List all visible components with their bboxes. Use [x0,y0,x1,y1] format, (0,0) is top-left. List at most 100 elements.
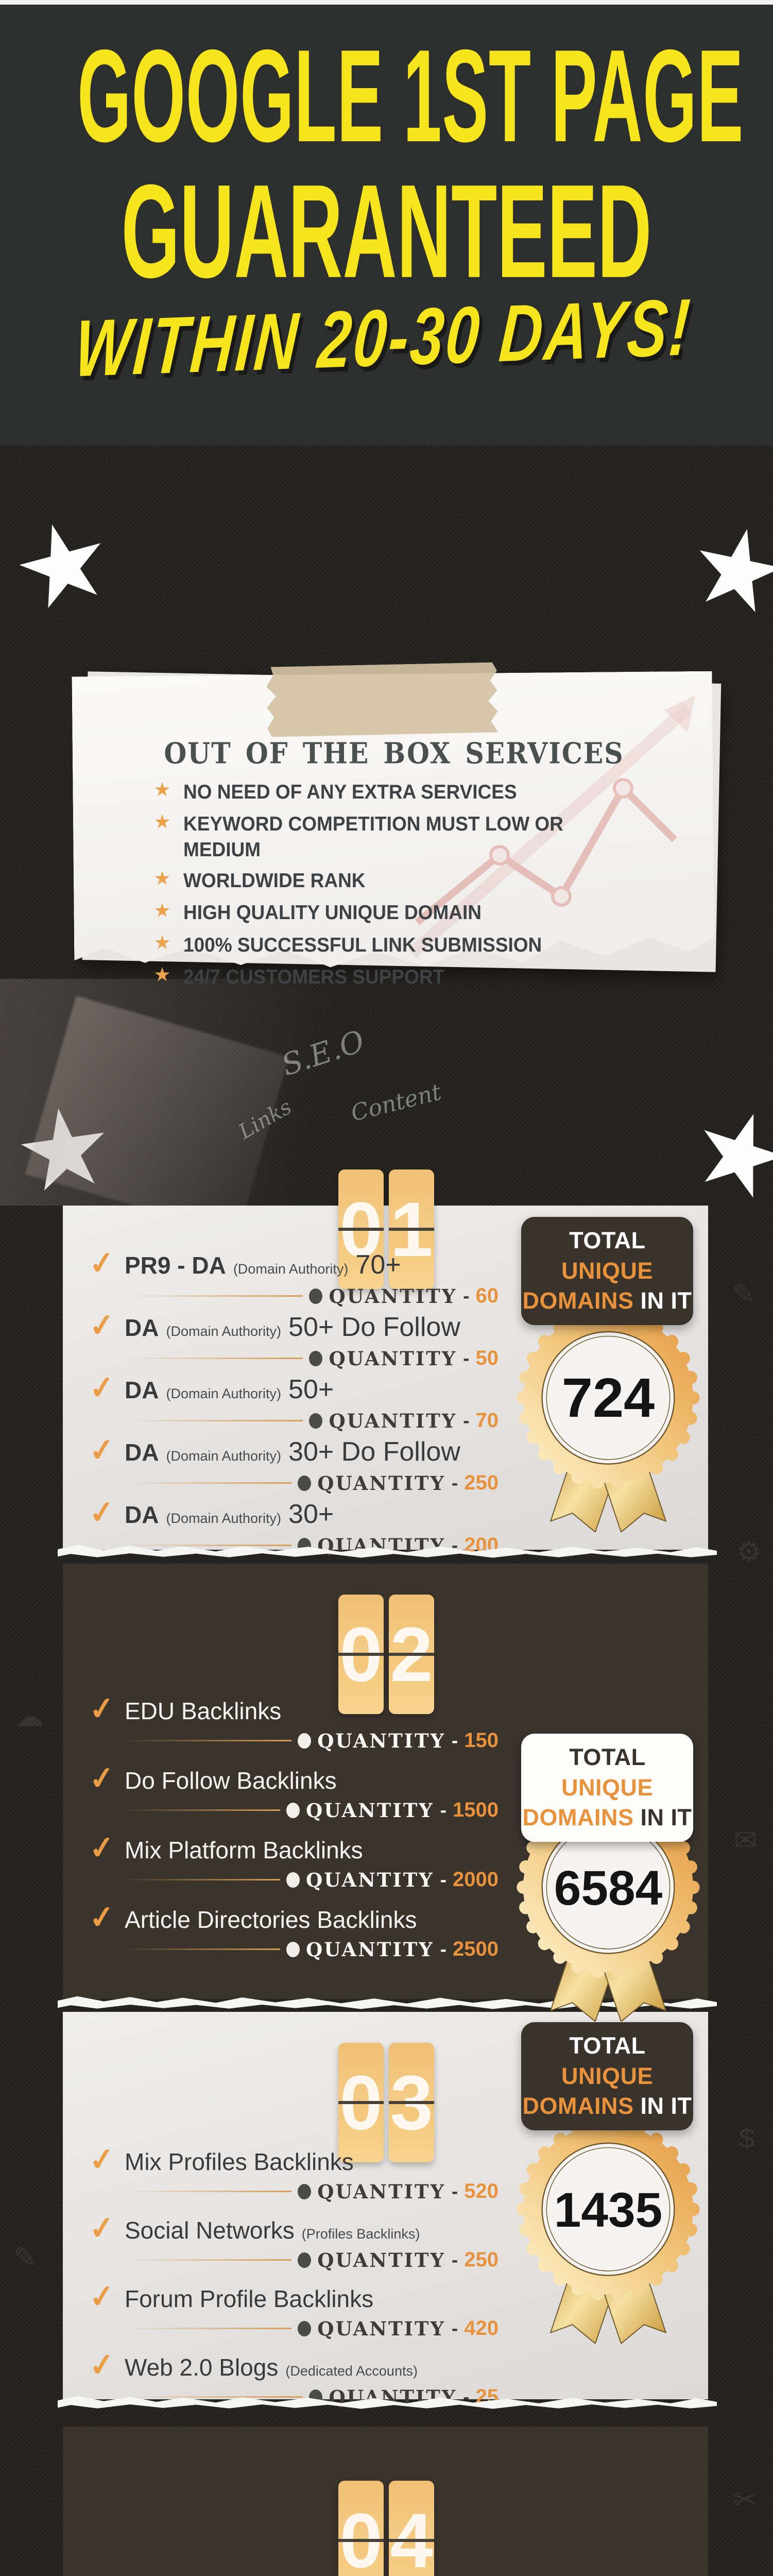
flip-counter-digit: 3 [389,2043,434,2162]
quantity-line [123,1295,303,1297]
bullet-dot-icon [309,1350,323,1366]
service-item-list: ✓ PR9 - DA (Domain Authority) 70+ QUANTITY -… [87,1244,540,1557]
doodle-icon: ✎ [13,2242,37,2273]
doodle-icon: $ [739,2123,755,2154]
bullet-dot-icon [298,2183,312,2199]
check-icon: ✓ [87,1431,117,1469]
flip-counter-digit: 0 [338,1595,384,1714]
service-item: ✓ DA (Domain Authority) 30+ Do Follow QUANT… [87,1431,540,1495]
section-01-card: 0 1 ✓ PR9 - DA (Domain Authority) 70+ QUANT… [63,1170,708,1557]
tape-icon [266,662,499,737]
total-domains-box: TOTAL UNIQUE DOMAINS IN IT [521,2022,693,2130]
star-bullet-icon [154,935,170,950]
bullet-dot-icon [298,2252,312,2268]
service-item: ✓ DA (Domain Authority) 50+ QUANTITY -70 [87,1369,540,1432]
note-title: OUT OF THE BOX SERVICES [164,736,624,771]
flip-counter-02: 0 2 [338,1595,434,1714]
check-icon: ✓ [87,1759,117,1797]
quantity-line [123,1809,280,1811]
check-icon: ✓ [87,1899,117,1936]
flip-counter-04: 0 4 [338,2481,434,2576]
service-item-list: ✓ Mix Profiles Backlinks QUANTITY -520 ✓ So… [87,2141,540,2409]
note-item: KEYWORD COMPETITION MUST LOW OR MEDIUM [154,811,675,861]
note-item: 24/7 CUSTOMERS SUPPORT [154,964,675,988]
flip-counter-digit: 0 [338,2481,384,2576]
star-bullet-icon [154,871,170,885]
doodle-icon: ⚙ [736,1536,762,1567]
service-item-list: ✓ EDU Backlinks QUANTITY -150 ✓ Do Follow B… [87,1690,540,1961]
note-item: WORLDWIDE RANK [154,868,675,892]
flip-counter-digit: 1 [389,1170,434,1289]
note-item-list: NO NEED OF ANY EXTRA SERVICES KEYWORD CO… [154,779,675,989]
headline-line1: GOOGLE 1ST PAGE [77,22,744,170]
flip-counter-digit: 0 [338,2043,384,2162]
quantity-line [123,2259,292,2261]
service-item: ✓ Mix Platform Backlinks QUANTITY -2000 [87,1829,540,1891]
quantity-line [123,1740,292,1741]
bullet-dot-icon [286,1802,300,1818]
check-icon: ✓ [87,2141,117,2178]
doodle-icon: ✂ [733,2484,757,2515]
service-item: ✓ PR9 - DA (Domain Authority) 70+ QUANTITY -… [87,1244,540,1308]
note-item: HIGH QUALITY UNIQUE DOMAIN [154,900,675,924]
bullet-dot-icon [298,1475,312,1491]
headline-line2: GUARANTEED [121,157,652,306]
photo-overlay [0,979,484,1206]
quantity-line [123,2328,292,2329]
header-banner [0,5,773,446]
check-icon: ✓ [87,2278,117,2315]
quantity-line [123,1482,292,1484]
check-icon: ✓ [87,2209,117,2247]
bullet-dot-icon [286,1872,300,1888]
total-domains-number: 724 [562,1366,655,1429]
check-icon: ✓ [87,1494,117,1531]
bullet-dot-icon [298,2320,312,2336]
section-04-card: 0 4 ✓Wiki Backlinks(Mix Profiles & Artic… [63,2427,708,2576]
check-icon: ✓ [87,1369,117,1406]
total-domains-box: TOTAL UNIQUE DOMAINS IN IT [521,1734,693,1842]
service-item: ✓ Social Networks (Profiles Backlinks) QUA… [87,2209,540,2272]
total-domains-number: 6584 [554,1861,663,1916]
trend-chart-watermark [408,696,695,958]
quantity-line [123,1879,280,1880]
flip-counter-digit: 0 [338,1170,384,1289]
service-item: ✓ Mix Profiles Backlinks QUANTITY -520 [87,2141,540,2203]
quantity-line [123,2191,292,2192]
service-item: ✓ Do Follow Backlinks QUANTITY -1500 [87,1759,540,1822]
flip-counter-digit: 2 [389,1595,434,1714]
total-domains-box: TOTAL UNIQUE DOMAINS IN IT [521,1217,693,1325]
flip-counter-03: 0 3 [338,2043,434,2162]
top-border [0,0,773,5]
doodle-icon: ✉ [734,1825,758,1856]
quantity-line [123,1358,303,1359]
quantity-line [123,1948,280,1950]
check-icon: ✓ [87,1307,117,1344]
star-bullet-icon [154,903,170,917]
rosette-badge: 6584 [517,1795,700,2022]
service-item: ✓ Article Directories Backlinks QUANTITY -… [87,1899,540,1961]
check-icon: ✓ [87,1244,117,1282]
check-icon: ✓ [87,1690,117,1727]
bullet-dot-icon [309,1413,323,1429]
service-item: ✓ EDU Backlinks QUANTITY -150 [87,1690,540,1752]
flip-counter-01: 0 1 [338,1170,434,1289]
flip-counter-digit: 4 [389,2481,434,2576]
doodle-icon: ☁ [15,1701,43,1732]
rosette-badge: 1435 [517,2117,700,2344]
quantity-line [123,2396,303,2398]
rosette-badge: 724 [517,1306,700,1532]
bullet-dot-icon [286,1941,300,1957]
star-bullet-icon [154,782,170,796]
section-03-card: 0 3 ✓ Mix Profiles Backlinks QUANTITY -520… [63,2012,708,2409]
bullet-dot-icon [309,1288,323,1304]
star-bullet-icon [154,967,170,981]
section-02-card: 0 2 ✓ EDU Backlinks QUANTITY -150 ✓ Do Foll… [63,1564,708,2022]
note-item: NO NEED OF ANY EXTRA SERVICES [154,779,675,803]
total-domains-number: 1435 [554,2183,662,2238]
quantity-line [123,1420,303,1421]
check-icon: ✓ [87,1829,117,1867]
star-bullet-icon [154,814,170,828]
doodle-icon: ✎ [732,1279,756,1310]
service-item: ✓ Forum Profile Backlinks QUANTITY -420 [87,2278,540,2340]
bullet-dot-icon [298,1733,312,1749]
